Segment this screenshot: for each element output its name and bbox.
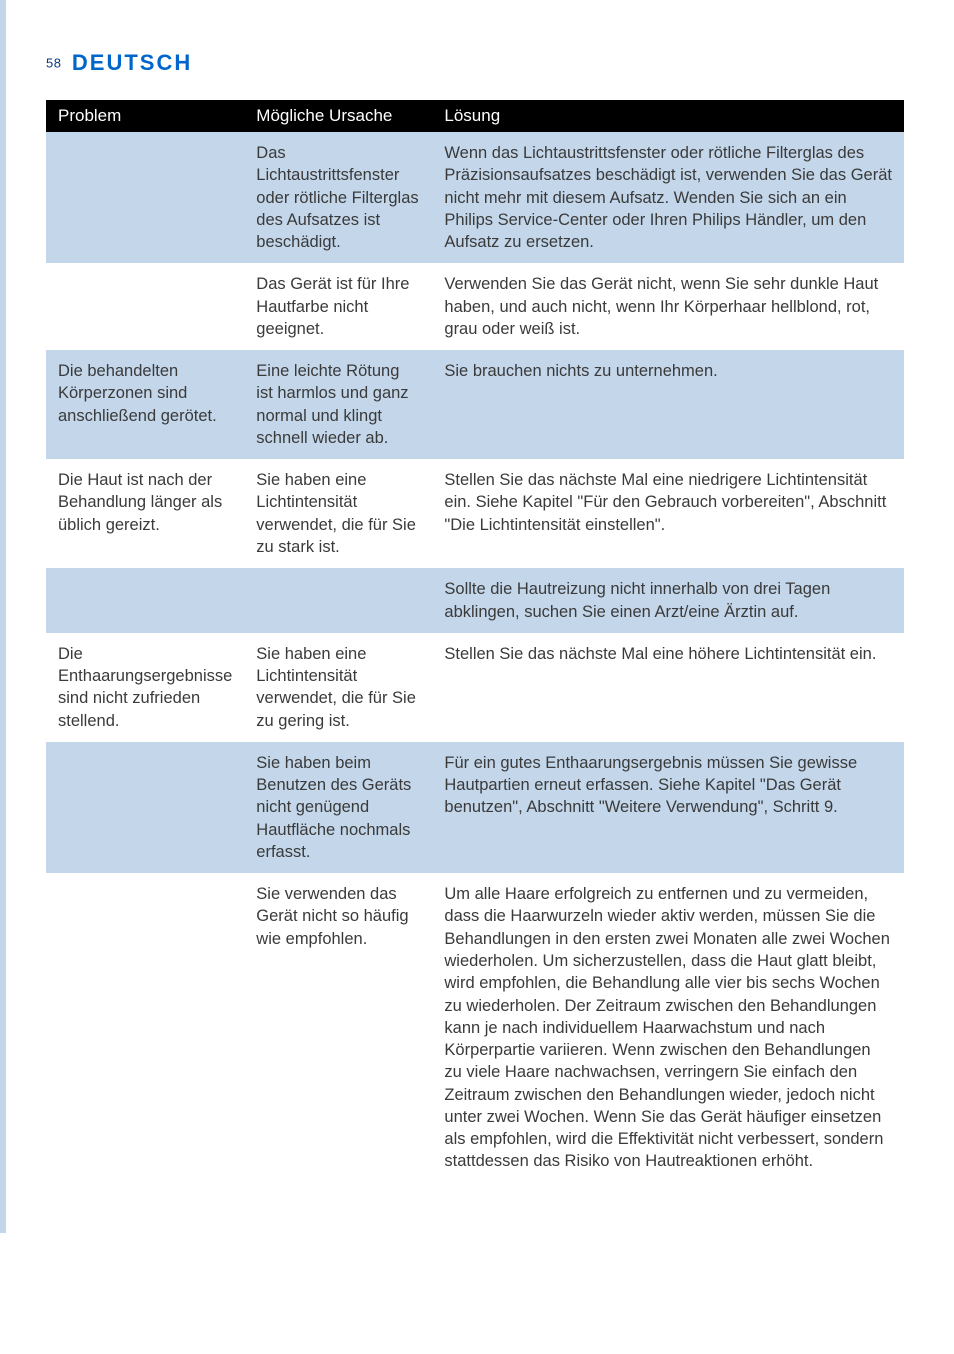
- cell-solution: Für ein gutes Enthaarungsergebnis müssen…: [432, 742, 904, 873]
- page-number: 58: [46, 56, 61, 71]
- col-header-solution: Lösung: [432, 100, 904, 132]
- cell-cause: Das Gerät ist für Ihre Hautfarbe nicht g…: [244, 263, 432, 350]
- cell-solution: Sie brauchen nichts zu unternehmen.: [432, 350, 904, 459]
- table-row: Sie verwenden das Gerät nicht so häufig …: [46, 873, 904, 1182]
- cell-problem: [46, 873, 244, 1182]
- col-header-problem: Problem: [46, 100, 244, 132]
- cell-solution: Verwenden Sie das Gerät nicht, wenn Sie …: [432, 263, 904, 350]
- troubleshooting-table: Problem Mögliche Ursache Lösung Das Lich…: [46, 100, 904, 1183]
- table-body: Das Lichtaustrittsfenster oder rötliche …: [46, 132, 904, 1183]
- left-margin-bar: [0, 0, 6, 1233]
- cell-problem: [46, 568, 244, 633]
- table-row: Das Lichtaustrittsfenster oder rötliche …: [46, 132, 904, 263]
- table-row: Die Enthaarungsergebnisse sind nicht zuf…: [46, 633, 904, 742]
- cell-cause: Eine leichte Rötung ist harmlos und ganz…: [244, 350, 432, 459]
- cell-solution: Wenn das Lichtaustrittsfenster oder rötl…: [432, 132, 904, 263]
- cell-problem: [46, 742, 244, 873]
- cell-problem: Die Enthaarungsergebnisse sind nicht zuf…: [46, 633, 244, 742]
- cell-cause: Sie verwenden das Gerät nicht so häufig …: [244, 873, 432, 1182]
- col-header-cause: Mögliche Ursache: [244, 100, 432, 132]
- table-header-row: Problem Mögliche Ursache Lösung: [46, 100, 904, 132]
- table-row: Die behandelten Körperzonen sind anschli…: [46, 350, 904, 459]
- cell-cause: Sie haben beim Benutzen des Geräts nicht…: [244, 742, 432, 873]
- cell-problem: Die Haut ist nach der Behandlung länger …: [46, 459, 244, 568]
- language-heading: DEUTSCH: [72, 50, 192, 75]
- cell-solution: Stellen Sie das nächste Mal eine höhere …: [432, 633, 904, 742]
- cell-cause: Das Lichtaustrittsfenster oder rötliche …: [244, 132, 432, 263]
- table-row: Sie haben beim Benutzen des Geräts nicht…: [46, 742, 904, 873]
- cell-solution: Sollte die Hautreizung nicht innerhalb v…: [432, 568, 904, 633]
- document-page: 58 DEUTSCH Problem Mögliche Ursache Lösu…: [0, 0, 954, 1233]
- cell-problem: [46, 263, 244, 350]
- cell-cause: Sie haben eine Lichtintensität verwendet…: [244, 459, 432, 568]
- cell-cause: [244, 568, 432, 633]
- page-header: 58 DEUTSCH: [0, 50, 904, 76]
- cell-solution: Stellen Sie das nächste Mal eine niedrig…: [432, 459, 904, 568]
- table-row: Sollte die Hautreizung nicht innerhalb v…: [46, 568, 904, 633]
- cell-problem: [46, 132, 244, 263]
- table-row: Das Gerät ist für Ihre Hautfarbe nicht g…: [46, 263, 904, 350]
- cell-problem: Die behandelten Körperzonen sind anschli…: [46, 350, 244, 459]
- cell-solution: Um alle Haare erfolgreich zu entfernen u…: [432, 873, 904, 1182]
- cell-cause: Sie haben eine Lichtintensität verwendet…: [244, 633, 432, 742]
- table-row: Die Haut ist nach der Behandlung länger …: [46, 459, 904, 568]
